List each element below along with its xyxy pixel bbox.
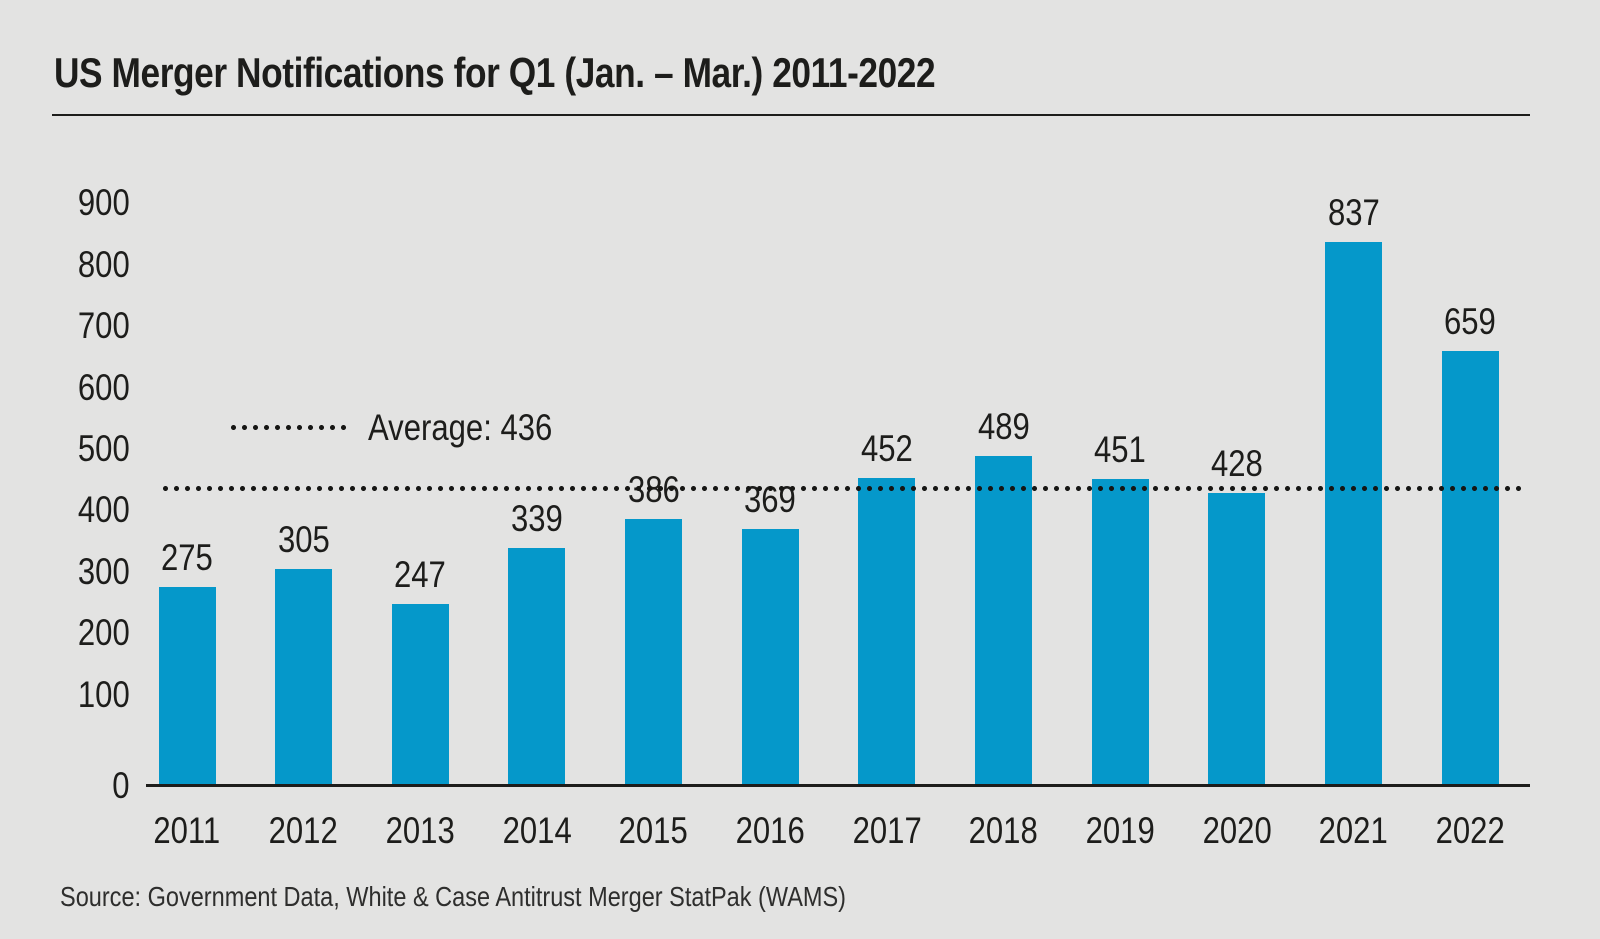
bar-value-label-2013: 247 xyxy=(394,554,447,596)
bar-value-label-2022: 659 xyxy=(1444,301,1496,343)
bar-2011 xyxy=(158,587,216,786)
bar-2014 xyxy=(508,547,566,786)
source-text: Source: Government Data, White & Case An… xyxy=(60,881,847,912)
x-axis-year-label-2016: 2016 xyxy=(735,810,805,851)
average-legend-label: Average: 436 xyxy=(368,407,553,448)
y-axis-tick-label-800: 800 xyxy=(78,243,130,285)
bar-2013 xyxy=(391,604,449,786)
chart-title: US Merger Notifications for Q1 (Jan. – M… xyxy=(54,49,1103,96)
y-axis-tick-label-300: 300 xyxy=(78,550,130,592)
bar-value-label-2021: 837 xyxy=(1327,192,1380,234)
bar-value-label-2012: 305 xyxy=(277,518,330,560)
y-axis-tick-label-400: 400 xyxy=(78,489,130,531)
bar-2015 xyxy=(625,519,683,786)
x-axis-year-label-2017: 2017 xyxy=(852,810,922,851)
bar-value-label-2017: 452 xyxy=(860,428,913,470)
x-axis-year-label-2022: 2022 xyxy=(1435,810,1505,851)
x-axis-year-label-2020: 2020 xyxy=(1202,810,1272,851)
bar-value-label-2011: 275 xyxy=(161,537,213,579)
y-axis-tick-label-900: 900 xyxy=(78,182,130,224)
x-axis-year-label-2011: 2011 xyxy=(153,810,221,851)
bar-2019 xyxy=(1091,479,1149,786)
bar-2021 xyxy=(1324,242,1382,786)
bar-2017 xyxy=(858,478,916,786)
x-axis-year-label-2015: 2015 xyxy=(618,810,689,851)
title-divider-rule xyxy=(52,114,1530,116)
bar-2016 xyxy=(741,529,799,786)
x-axis-year-label-2013: 2013 xyxy=(385,810,455,851)
y-axis-tick-label-700: 700 xyxy=(78,305,130,347)
y-axis-tick-label-600: 600 xyxy=(78,366,130,408)
y-axis-tick-label-200: 200 xyxy=(78,612,130,654)
bar-value-label-2020: 428 xyxy=(1210,443,1263,485)
x-axis-baseline xyxy=(146,784,1530,787)
bar-2022 xyxy=(1441,351,1499,786)
average-dotted-line xyxy=(160,485,1525,492)
bar-value-label-2018: 489 xyxy=(977,405,1030,447)
y-axis-tick-label-500: 500 xyxy=(78,428,130,469)
bar-2020 xyxy=(1208,493,1266,786)
x-axis-year-label-2019: 2019 xyxy=(1085,810,1155,851)
bar-value-label-2014: 339 xyxy=(510,497,563,539)
y-axis-tick-label-100: 100 xyxy=(78,673,130,715)
bar-value-label-2019: 451 xyxy=(1094,429,1147,471)
x-axis-year-label-2021: 2021 xyxy=(1318,810,1388,851)
chart-title-text: US Merger Notifications for Q1 (Jan. – M… xyxy=(54,49,936,96)
x-axis-year-label-2012: 2012 xyxy=(269,810,339,851)
bar-2012 xyxy=(275,568,333,786)
x-axis-year-label-2018: 2018 xyxy=(968,810,1039,851)
x-axis-year-label-2014: 2014 xyxy=(502,810,572,851)
dotted-line-legend-swatch xyxy=(228,424,352,431)
bar-2018 xyxy=(974,455,1032,786)
y-axis-tick-label-0: 0 xyxy=(112,765,130,806)
